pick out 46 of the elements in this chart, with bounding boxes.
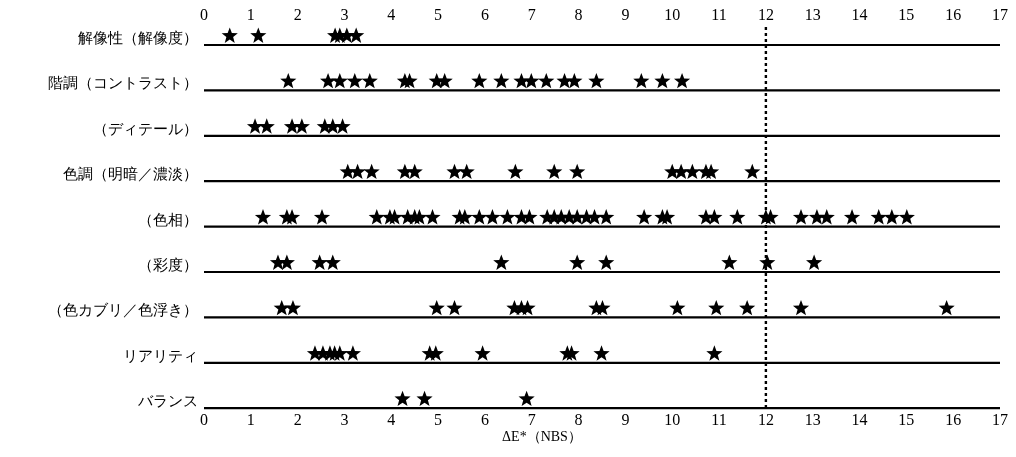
x-tick-label: 15	[898, 411, 915, 429]
y-tick-label: （ディテール）	[93, 120, 198, 137]
x2-tick-label: 8	[574, 6, 583, 23]
x2-tick-label: 13	[804, 6, 821, 23]
x2-tick-label: 17	[992, 6, 1008, 23]
x2-tick-label: 3	[340, 6, 349, 23]
y-tick-label: （色相）	[138, 211, 198, 228]
x2-tick-label: 11	[711, 6, 727, 23]
x-tick-label: 8	[574, 411, 583, 429]
x-tick-label: 0	[200, 411, 208, 429]
x2-tick-label: 15	[898, 6, 915, 23]
x-tick-label: 14	[851, 411, 868, 429]
x-tick-label: 9	[621, 411, 630, 429]
x-tick-label: 10	[664, 411, 681, 429]
x2-tick-label: 10	[664, 6, 681, 23]
y-tick-label: 色調（明暗／濃淡）	[63, 166, 198, 183]
x2-tick-label: 16	[945, 6, 962, 23]
x2-tick-label: 0	[200, 6, 208, 23]
x2-tick-label: 5	[434, 6, 443, 23]
x2-tick-label: 9	[621, 6, 630, 23]
x-tick-label: 12	[757, 411, 774, 429]
x2-tick-label: 14	[851, 6, 868, 23]
x-tick-label: 16	[945, 411, 962, 429]
x-tick-label: 1	[246, 411, 255, 429]
y-tick-label: （色カブリ／色浮き）	[48, 302, 198, 319]
x2-tick-label: 12	[757, 6, 774, 23]
x2-tick-label: 1	[246, 6, 255, 23]
x2-tick-label: 7	[527, 6, 536, 23]
x2-tick-label: 6	[480, 6, 489, 23]
y-tick-label: バランス	[137, 393, 198, 410]
x-tick-label: 11	[711, 411, 727, 429]
y-tick-label: 解像性（解像度）	[78, 30, 198, 46]
x-axis-title: ΔE*（NBS）	[502, 429, 582, 445]
x-tick-label: 2	[293, 411, 302, 429]
x-tick-label: 7	[527, 411, 536, 429]
x-tick-label: 5	[434, 411, 443, 429]
x-tick-label: 13	[804, 411, 821, 429]
x-tick-label: 3	[340, 411, 349, 429]
x2-tick-label: 2	[293, 6, 302, 23]
x2-tick-label: 4	[387, 6, 396, 23]
x-tick-label: 17	[992, 411, 1008, 429]
y-tick-label: リアリティ	[123, 347, 198, 364]
y-tick-label: 階調（コントラスト）	[48, 75, 198, 92]
x-tick-label: 6	[480, 411, 489, 429]
x-tick-label: 4	[387, 411, 396, 429]
y-tick-label: （彩度）	[138, 257, 198, 273]
